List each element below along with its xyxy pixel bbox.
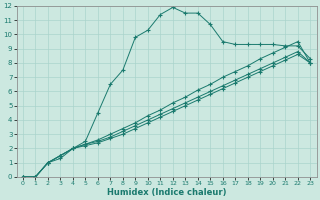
X-axis label: Humidex (Indice chaleur): Humidex (Indice chaleur) xyxy=(107,188,226,197)
